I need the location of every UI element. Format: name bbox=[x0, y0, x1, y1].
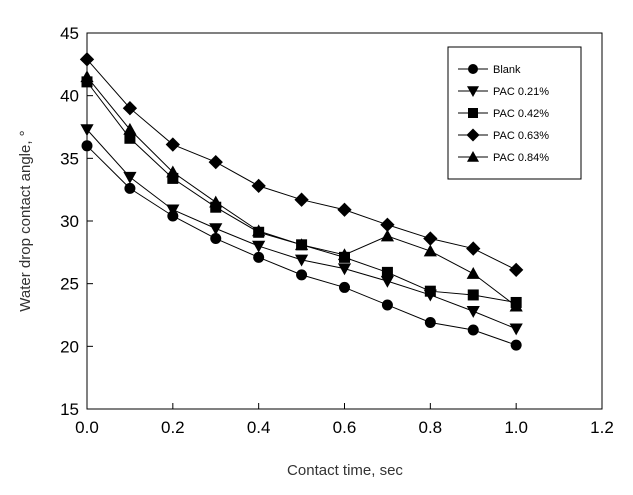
data-point bbox=[294, 238, 309, 251]
x-tick-label: 0.2 bbox=[161, 418, 185, 437]
y-axis-title: Water drop contact angle, ° bbox=[17, 130, 34, 311]
data-point bbox=[252, 224, 266, 237]
data-point bbox=[380, 229, 395, 242]
legend: Blank PAC 0.21% PAC 0.42% PAC 0.63% PAC 0.84… bbox=[447, 46, 582, 180]
data-point bbox=[210, 233, 222, 245]
data-point bbox=[424, 317, 436, 329]
data-point bbox=[208, 154, 223, 170]
legend-label: PAC 0.84% bbox=[493, 152, 549, 164]
y-tick-label: 30 bbox=[60, 212, 79, 231]
plot-area: 0.0 0.2 0.4 0.6 0.8 1.0 1.2 15 20 25 30 35 40 45 bbox=[60, 24, 614, 437]
legend-marker bbox=[468, 108, 478, 118]
data-point bbox=[339, 281, 350, 293]
data-point bbox=[423, 244, 437, 257]
data-point bbox=[209, 223, 223, 236]
data-point bbox=[252, 240, 266, 253]
y-tick-label: 35 bbox=[60, 149, 79, 168]
data-point bbox=[380, 217, 395, 232]
x-axis-title: Contact time, sec bbox=[287, 462, 403, 479]
legend-marker bbox=[467, 86, 479, 97]
data-point bbox=[123, 171, 137, 184]
data-point bbox=[122, 101, 138, 116]
data-point bbox=[124, 182, 136, 194]
y-tick-label: 20 bbox=[60, 337, 79, 356]
data-point bbox=[166, 204, 180, 217]
data-point bbox=[380, 275, 395, 288]
y-tick-label: 45 bbox=[60, 24, 79, 43]
x-tick-label: 1.2 bbox=[590, 418, 614, 437]
data-point bbox=[509, 262, 524, 278]
legend-label: PAC 0.21% bbox=[493, 86, 549, 98]
data-point bbox=[381, 266, 393, 278]
data-point bbox=[424, 285, 436, 297]
data-point bbox=[466, 267, 480, 279]
data-point bbox=[510, 339, 522, 351]
y-tick-label: 25 bbox=[60, 275, 79, 294]
data-point bbox=[337, 248, 352, 261]
data-point bbox=[80, 124, 94, 137]
data-point bbox=[165, 137, 180, 152]
data-point bbox=[251, 178, 266, 194]
data-point bbox=[123, 122, 137, 135]
legend-marker bbox=[466, 128, 480, 142]
data-point bbox=[467, 324, 479, 336]
data-point bbox=[296, 269, 308, 281]
data-point bbox=[166, 165, 180, 178]
data-point bbox=[294, 192, 309, 207]
data-point bbox=[466, 241, 481, 256]
data-point bbox=[466, 305, 480, 318]
data-point bbox=[337, 202, 352, 217]
data-point bbox=[423, 231, 438, 246]
data-point bbox=[294, 254, 309, 267]
data-point bbox=[337, 263, 352, 276]
legend-label: Blank bbox=[493, 64, 521, 76]
legend-label: PAC 0.42% bbox=[493, 108, 549, 120]
legend-marker bbox=[468, 64, 478, 74]
x-tick-label: 0.6 bbox=[333, 418, 357, 437]
data-point bbox=[509, 299, 523, 312]
data-point bbox=[381, 299, 393, 311]
x-tick-label: 0.4 bbox=[247, 418, 271, 437]
y-tick-label: 40 bbox=[60, 87, 79, 106]
data-point bbox=[467, 289, 479, 301]
data-point bbox=[167, 172, 179, 184]
x-tick-label: 0.0 bbox=[75, 418, 99, 437]
x-tick-label: 1.0 bbox=[504, 418, 528, 437]
legend-label: PAC 0.63% bbox=[493, 130, 549, 142]
data-point bbox=[80, 70, 94, 83]
x-tick-label: 0.8 bbox=[419, 418, 443, 437]
data-point bbox=[124, 132, 136, 144]
data-point bbox=[209, 195, 223, 208]
y-tick-label: 15 bbox=[60, 400, 79, 419]
data-point bbox=[81, 140, 93, 152]
data-point bbox=[509, 323, 523, 336]
data-point bbox=[253, 251, 265, 263]
data-point bbox=[79, 52, 95, 67]
legend-marker bbox=[467, 151, 479, 162]
